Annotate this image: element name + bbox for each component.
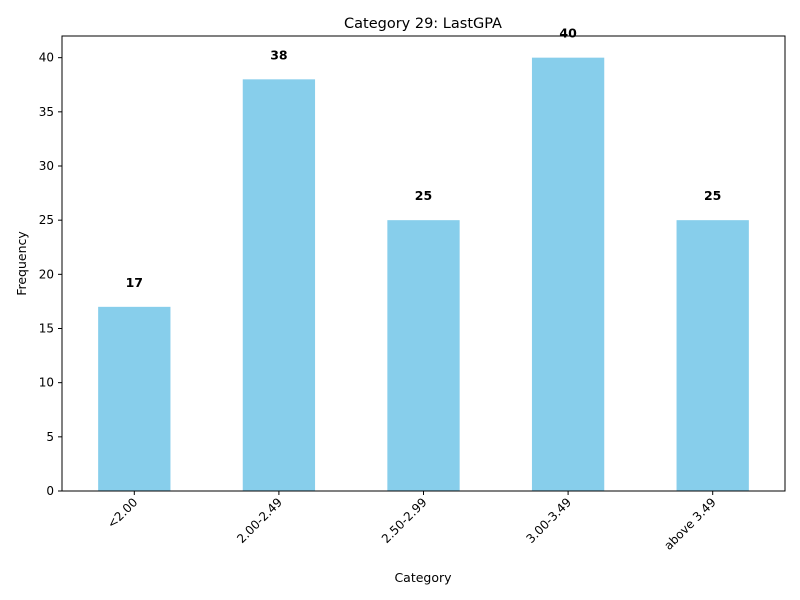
bar-value-label-2: 25	[415, 188, 432, 203]
y-tick-label-0: 0	[46, 484, 54, 498]
bar-1	[242, 79, 316, 491]
x-tick-label-1: 2.00-2.49	[234, 495, 285, 546]
bar-value-label-3: 40	[559, 26, 577, 41]
chart-title: Category 29: LastGPA	[344, 16, 502, 32]
x-axis-label: Category	[394, 570, 452, 585]
bar-value-label-1: 38	[270, 47, 287, 62]
y-tick-label-5: 25	[39, 213, 54, 227]
y-tick-label-2: 10	[39, 376, 54, 390]
x-tick-label-2: 2.50-2.99	[379, 495, 430, 546]
y-tick-label-8: 40	[39, 51, 54, 65]
x-axis: <2.00 2.00-2.49 2.50-2.99 3.00-3.49 above 3.…	[105, 491, 719, 553]
bar-value-label-0: 17	[126, 275, 143, 290]
value-labels-layer: 17 38 25 40 25	[126, 26, 722, 290]
bar-4	[676, 220, 749, 491]
x-tick-label-4: above 3.49	[661, 495, 719, 553]
bar-value-label-4: 25	[704, 188, 721, 203]
y-tick-label-3: 15	[39, 322, 54, 336]
y-axis-label: Frequency	[14, 231, 29, 296]
y-tick-label-1: 5	[46, 430, 54, 444]
bar-0	[98, 306, 171, 491]
y-axis: 0 5 10 15 20 25 30 35 40	[39, 51, 62, 498]
y-tick-label-4: 20	[39, 267, 54, 281]
x-tick-label-0: <2.00	[105, 495, 141, 531]
y-tick-label-6: 30	[39, 159, 54, 173]
bar-3	[531, 57, 605, 492]
x-tick-label-3: 3.00-3.49	[523, 495, 574, 546]
y-tick-label-7: 35	[39, 105, 54, 119]
bar-2	[387, 220, 460, 491]
bars-layer	[98, 57, 749, 492]
